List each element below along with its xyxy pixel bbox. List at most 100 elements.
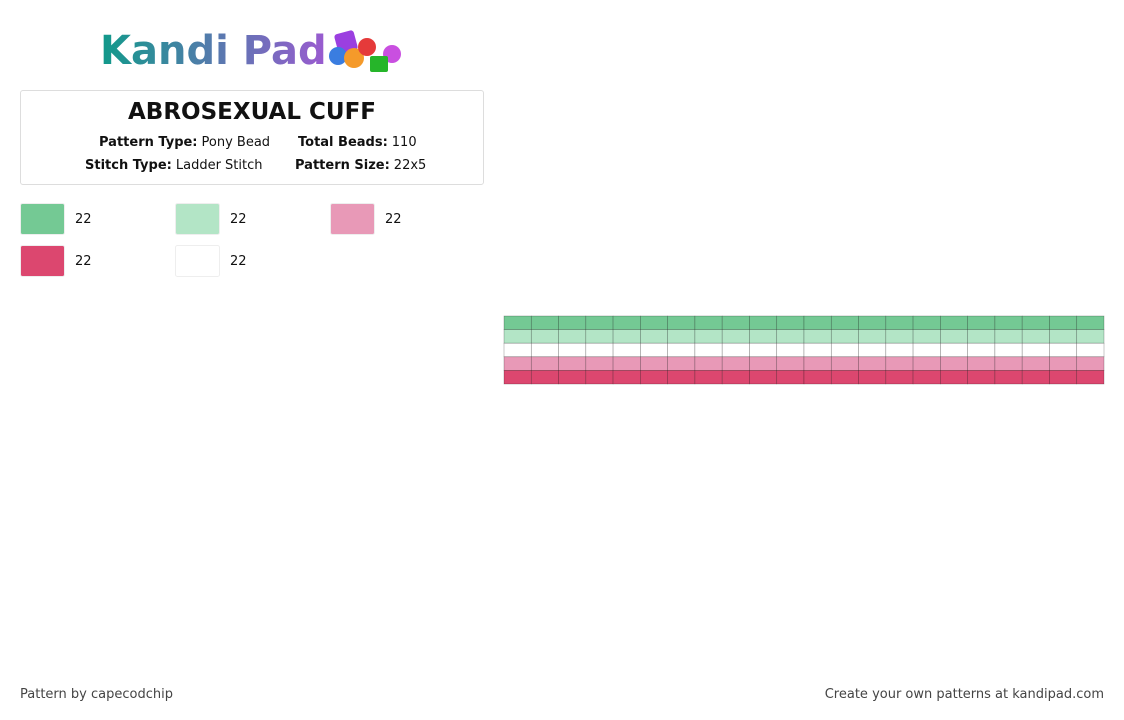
bead (749, 356, 778, 371)
bead (830, 370, 859, 385)
bead (940, 315, 968, 330)
info-box: ABROSEXUAL CUFF Pattern Type: Pony Bead T… (20, 90, 484, 185)
bead (1076, 370, 1105, 385)
bead (967, 370, 996, 385)
bead (1021, 356, 1050, 371)
bead (585, 342, 614, 358)
info-value: Pony Bead (201, 135, 271, 150)
bead (585, 370, 614, 385)
bead (1076, 329, 1105, 344)
bead (967, 342, 996, 358)
bead (721, 315, 750, 330)
logo-text: Kandi Pad (100, 28, 327, 74)
bead (858, 370, 887, 385)
logo-icon (329, 30, 401, 72)
bead (967, 315, 996, 330)
bead (530, 342, 559, 358)
bead (694, 329, 723, 344)
bead (912, 356, 941, 371)
info-item: Stitch Type: Ladder Stitch (85, 158, 263, 173)
bead (694, 342, 723, 358)
color-swatch (330, 203, 375, 235)
bead (694, 315, 723, 330)
bead (803, 356, 832, 371)
bead (776, 315, 805, 330)
footer-link: Create your own patterns at kandipad.com (824, 687, 1104, 702)
bead (885, 342, 914, 358)
bead (612, 356, 641, 371)
info-label: Pattern Size: (295, 158, 390, 173)
bead (858, 329, 887, 344)
bead (885, 370, 914, 385)
bead (803, 329, 832, 344)
bead (858, 356, 887, 371)
bead (912, 315, 941, 330)
bead (530, 370, 559, 385)
bead (1076, 356, 1105, 371)
bead (912, 370, 941, 385)
bead (858, 342, 887, 358)
bead (830, 315, 859, 330)
bead (885, 329, 914, 344)
bead-count: 22 (75, 254, 92, 269)
bead (1049, 370, 1078, 385)
info-value: 22x5 (393, 158, 427, 173)
bead (585, 329, 614, 344)
bead (940, 329, 968, 344)
bead (721, 356, 750, 371)
bead (994, 315, 1023, 330)
bead (994, 329, 1023, 344)
bead (558, 356, 587, 371)
info-item: Total Beads: 110 (298, 135, 417, 150)
bead-count: 22 (230, 254, 247, 269)
bead (858, 315, 887, 330)
bead (640, 342, 668, 358)
bead (1049, 356, 1078, 371)
bead (503, 342, 532, 358)
bead (940, 356, 968, 371)
bead (667, 315, 696, 330)
bead (994, 370, 1023, 385)
bead (585, 356, 614, 371)
bead (1021, 329, 1050, 344)
bead (721, 342, 750, 358)
bead-count: 22 (385, 212, 402, 227)
bead (803, 370, 832, 385)
bead (530, 356, 559, 371)
bead (749, 342, 778, 358)
info-value: 110 (391, 135, 417, 150)
bead (1021, 370, 1050, 385)
bead (530, 315, 559, 330)
bead (1049, 342, 1078, 358)
info-label: Pattern Type: (99, 135, 198, 150)
bead (885, 356, 914, 371)
bead (940, 342, 968, 358)
color-swatch (20, 245, 65, 277)
bead (1049, 329, 1078, 344)
info-item: Pattern Size: 22x5 (295, 158, 426, 173)
bead (776, 342, 805, 358)
bead (1021, 315, 1050, 330)
bead (830, 329, 859, 344)
bead (1076, 342, 1105, 358)
bead (749, 370, 778, 385)
bead (885, 315, 914, 330)
bead (558, 370, 587, 385)
info-value: Ladder Stitch (175, 158, 263, 173)
info-item: Pattern Type: Pony Bead (99, 135, 270, 150)
bead (503, 315, 532, 330)
bead (803, 315, 832, 330)
bead (776, 370, 805, 385)
bead (940, 370, 968, 385)
bead (585, 315, 614, 330)
bead (612, 342, 641, 358)
bead (721, 370, 750, 385)
bead (503, 329, 532, 344)
bead (667, 342, 696, 358)
bead (640, 315, 668, 330)
bead (640, 370, 668, 385)
title: ABROSEXUAL CUFF (127, 99, 376, 125)
bead (667, 329, 696, 344)
footer-credit: Pattern by capecodchip (20, 687, 173, 702)
bead (994, 342, 1023, 358)
